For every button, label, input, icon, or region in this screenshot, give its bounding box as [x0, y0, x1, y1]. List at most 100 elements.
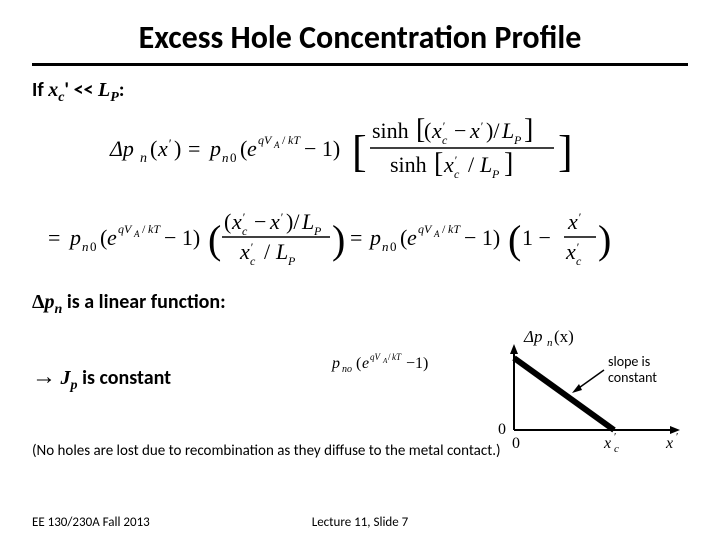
svg-text:0: 0: [90, 239, 97, 254]
svg-text:0: 0: [390, 239, 397, 254]
svg-text:′: ′: [454, 153, 457, 167]
svg-text:[: [: [352, 127, 367, 176]
svg-text:x: x: [665, 435, 673, 452]
svg-text:A: A: [133, 229, 140, 239]
arrow-icon: →: [32, 364, 56, 390]
svg-text:qV: qV: [418, 222, 433, 236]
svg-text:′: ′: [442, 119, 445, 133]
svg-text:/: /: [388, 352, 391, 362]
svg-text:e: e: [247, 136, 257, 161]
svg-text:−: −: [254, 209, 266, 234]
svg-text:): ): [332, 217, 345, 262]
svg-text:− 1): − 1): [304, 136, 340, 161]
svg-text:x: x: [231, 209, 242, 234]
svg-text:0: 0: [512, 435, 520, 452]
svg-text:(: (: [424, 118, 431, 143]
svg-text:(: (: [208, 217, 221, 262]
svg-text:′: ′: [676, 431, 678, 443]
svg-text:qV: qV: [370, 352, 382, 362]
svg-text:kT: kT: [448, 222, 461, 236]
svg-text:P: P: [287, 254, 296, 268]
svg-text:c: c: [442, 133, 448, 147]
svg-text:=: =: [188, 136, 200, 161]
svg-text:L: L: [501, 118, 514, 143]
svg-text:sinh: sinh: [390, 152, 427, 177]
svg-text:]: ]: [504, 148, 513, 179]
svg-text:/: /: [264, 239, 271, 264]
svg-text:′: ′: [480, 119, 483, 133]
svg-text:′: ′: [250, 240, 253, 254]
svg-text:)/: )/: [486, 118, 500, 143]
svg-text:− 1): − 1): [164, 225, 200, 250]
svg-text:/: /: [442, 222, 446, 236]
svg-text:kT: kT: [148, 222, 161, 236]
svg-text:A: A: [433, 229, 440, 239]
svg-text:p: p: [68, 225, 81, 250]
svg-text:(x): (x): [554, 330, 574, 346]
svg-text:e: e: [362, 355, 369, 372]
svg-text:p: p: [368, 225, 381, 250]
svg-text:x: x: [603, 435, 611, 452]
svg-text:kT: kT: [392, 352, 402, 362]
svg-text:qV: qV: [258, 133, 273, 147]
svg-text:c: c: [242, 224, 248, 238]
svg-text:sinh: sinh: [372, 118, 409, 143]
svg-text:p: p: [208, 136, 221, 161]
svg-text:P: P: [513, 133, 522, 147]
svg-text:n: n: [222, 150, 229, 165]
svg-text:=: =: [48, 225, 60, 250]
cond-x: x: [48, 79, 58, 101]
graph: Δp n (x) slope is constant 0 0 x ′ c x ′: [474, 330, 684, 460]
svg-text:−1): −1): [406, 355, 428, 372]
svg-text:L: L: [301, 209, 314, 234]
svg-text:c: c: [454, 167, 460, 181]
svg-text:x: x: [239, 239, 250, 264]
linear-statement: Δpn is a linear function:: [32, 290, 688, 318]
cond-Lp-sub: P: [110, 90, 119, 105]
y-intercept-label: pno (e qVA/kT −1): [330, 350, 460, 381]
svg-text:x: x: [565, 239, 576, 264]
svg-text:kT: kT: [288, 133, 301, 147]
svg-text:(: (: [150, 136, 157, 161]
svg-text:x: x: [469, 118, 480, 143]
svg-text:Δp: Δp: [109, 136, 134, 161]
svg-text:/: /: [282, 133, 286, 147]
svg-text:qV: qV: [118, 222, 133, 236]
svg-text:): ): [174, 136, 181, 161]
svg-text:e: e: [407, 225, 417, 250]
svg-text:)/: )/: [286, 209, 300, 234]
svg-text:]: ]: [558, 127, 573, 176]
condition: If xc' << LP:: [32, 78, 688, 106]
svg-text:c: c: [614, 443, 619, 455]
svg-text:slope is: slope is: [608, 353, 650, 370]
svg-text:x: x: [443, 152, 454, 177]
svg-text:c: c: [576, 254, 582, 268]
svg-text:′: ′: [614, 431, 616, 443]
svg-text:n: n: [140, 151, 147, 166]
svg-text:c: c: [250, 254, 256, 268]
svg-text:′: ′: [242, 210, 245, 224]
equation-1: Δpn (x′) = pn0 (e qVA/kT − 1) [ sinh [ (…: [32, 112, 688, 191]
svg-text:p: p: [331, 355, 340, 372]
svg-text:0: 0: [498, 421, 506, 438]
svg-text:1 −: 1 −: [522, 225, 551, 250]
svg-text:(: (: [224, 209, 231, 234]
svg-text:Δp: Δp: [523, 330, 542, 346]
footer: EE 130/230A Fall 2013 Lecture 11, Slide …: [32, 515, 688, 530]
svg-text:−: −: [454, 118, 466, 143]
linear-text: is a linear function:: [67, 290, 226, 314]
svg-text:n: n: [82, 239, 89, 254]
svg-text:n: n: [382, 239, 389, 254]
svg-text:′: ′: [578, 210, 581, 224]
svg-text:no: no: [342, 364, 352, 375]
cond-if: If: [32, 78, 48, 102]
svg-text:]: ]: [524, 114, 533, 145]
svg-text:(: (: [508, 217, 521, 262]
cond-ll: <<: [69, 78, 98, 102]
svg-text:/: /: [142, 222, 146, 236]
svg-text:− 1): − 1): [464, 225, 500, 250]
svg-text:x: x: [157, 136, 168, 161]
svg-text:P: P: [313, 224, 322, 238]
svg-text:L: L: [479, 152, 492, 177]
svg-text:n: n: [547, 337, 553, 349]
